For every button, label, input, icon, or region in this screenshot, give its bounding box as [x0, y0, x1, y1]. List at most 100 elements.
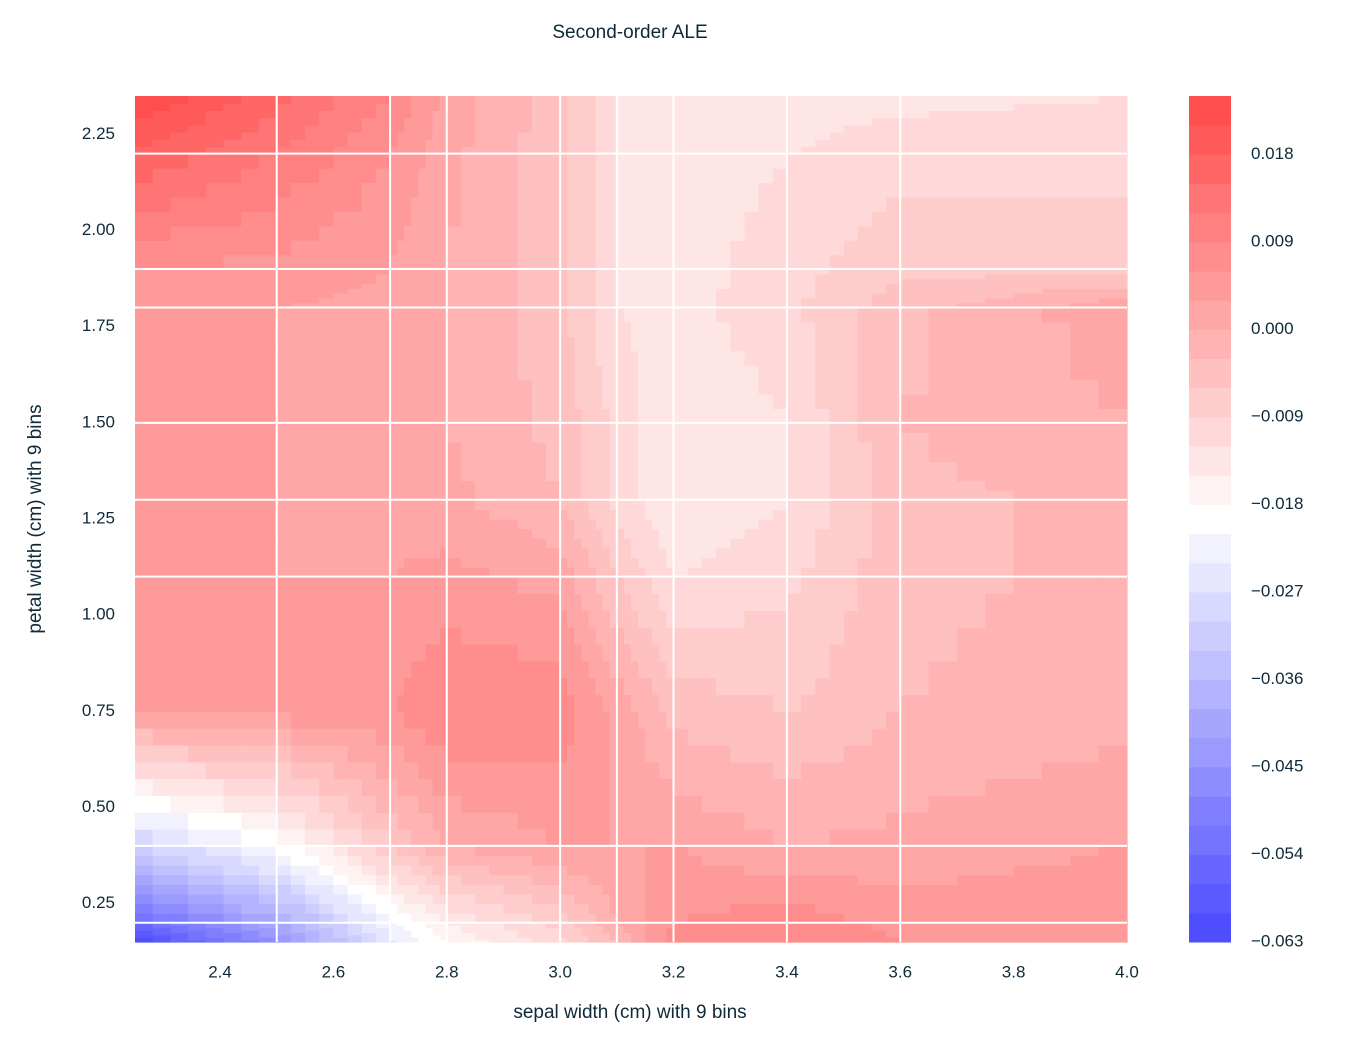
contour-cell — [460, 874, 476, 885]
contour-cell — [411, 845, 420, 857]
contour-cell — [900, 490, 930, 501]
contour-cell — [1013, 490, 1043, 501]
contour-cell — [744, 922, 760, 926]
contour-cell — [772, 470, 788, 482]
contour-cell — [305, 929, 320, 933]
contour-cell — [375, 925, 391, 929]
contour-cell — [397, 211, 405, 227]
contour-cell — [475, 168, 490, 184]
contour-cell — [588, 283, 597, 289]
contour-cell — [390, 812, 398, 830]
contour-cell — [489, 499, 505, 510]
contour-cell — [545, 929, 561, 933]
contour-cell — [638, 874, 646, 885]
contour-cell — [886, 927, 901, 931]
contour-cell — [928, 451, 958, 462]
contour-cell — [418, 937, 427, 941]
contour-cell — [687, 283, 703, 289]
contour-cell — [223, 470, 242, 482]
contour-cell — [716, 855, 731, 866]
contour-cell — [602, 643, 611, 662]
contour-cell — [432, 293, 441, 299]
contour-cell — [815, 744, 830, 763]
contour-cell — [503, 939, 519, 943]
contour-cell — [815, 925, 830, 929]
contour-cell — [361, 576, 377, 595]
contour-cell — [411, 643, 420, 662]
contour-cell — [829, 913, 845, 924]
contour-cell — [489, 153, 505, 169]
contour-cell — [638, 610, 646, 628]
contour-cell — [425, 519, 434, 530]
contour-cell — [135, 538, 154, 549]
contour-cell — [645, 519, 653, 530]
contour-cell — [446, 307, 462, 323]
contour-cell — [631, 694, 639, 712]
contour-cell — [361, 528, 377, 539]
contour-cell — [744, 927, 760, 931]
contour-cell — [857, 903, 873, 914]
contour-cell — [460, 893, 476, 905]
contour-cell — [638, 903, 646, 914]
contour-cell — [375, 538, 391, 549]
contour-cell — [439, 254, 448, 270]
contour-cell — [333, 273, 349, 280]
contour-cell — [701, 576, 717, 595]
contour-cell — [631, 934, 639, 938]
contour-cell — [170, 939, 189, 943]
contour-cell — [460, 283, 476, 289]
contour-cell — [673, 240, 689, 256]
contour-cell — [223, 509, 242, 520]
contour-cell — [758, 302, 774, 309]
contour-cell — [446, 884, 462, 895]
contour-cell — [609, 855, 618, 866]
contour-cell — [595, 711, 604, 729]
contour-cell — [609, 593, 618, 611]
contour-cell — [609, 845, 618, 857]
contour-cell — [673, 778, 689, 796]
contour-cell — [411, 408, 420, 424]
contour-cell — [439, 694, 448, 712]
contour-cell — [631, 829, 639, 847]
contour-cell — [900, 499, 930, 510]
contour-cell — [616, 538, 625, 549]
contour-cell — [985, 812, 1015, 830]
contour-cell — [673, 744, 689, 763]
contour-cell — [701, 365, 717, 381]
contour-cell — [1041, 538, 1071, 549]
contour-cell — [652, 288, 660, 294]
contour-cell — [319, 643, 334, 662]
contour-cell — [758, 874, 774, 885]
contour-cell — [503, 432, 519, 443]
contour-cell — [588, 934, 597, 938]
contour-cell — [1070, 273, 1100, 280]
contour-cell — [135, 490, 154, 501]
contour-cell — [390, 269, 398, 275]
contour-cell — [545, 538, 561, 549]
contour-cell — [701, 778, 717, 796]
contour-cell — [241, 379, 260, 395]
contour-cell — [623, 593, 632, 611]
contour-cell — [545, 557, 561, 568]
contour-cell — [361, 538, 377, 549]
contour-cell — [687, 379, 703, 395]
contour-cell — [829, 711, 845, 729]
contour-cell — [609, 269, 618, 275]
contour-cell — [666, 168, 675, 184]
contour-cell — [390, 321, 398, 337]
contour-cell — [928, 293, 958, 299]
contour-cell — [687, 893, 703, 905]
contour-cell — [567, 273, 575, 280]
contour-cell — [567, 442, 575, 453]
contour-cell — [616, 711, 625, 729]
contour-cell — [645, 934, 653, 938]
contour-cell — [489, 225, 505, 241]
contour-cell — [659, 490, 668, 501]
contour-cell — [659, 350, 668, 366]
contour-cell — [609, 694, 618, 712]
contour-cell — [347, 394, 363, 410]
contour-cell — [956, 845, 986, 857]
contour-cell — [623, 365, 632, 381]
contour-cell — [900, 519, 930, 530]
contour-cell — [170, 812, 189, 830]
